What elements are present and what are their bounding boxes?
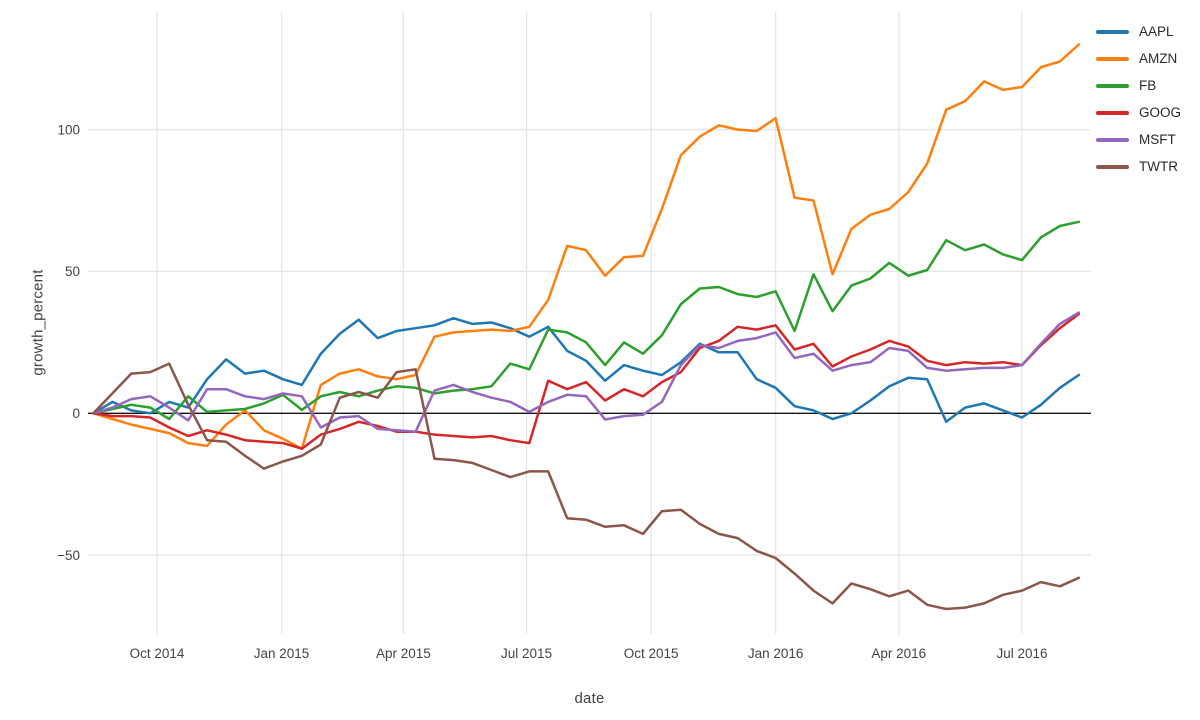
legend: AAPL AMZN FB GOOG MSFT TWTR xyxy=(1096,18,1181,180)
series-line-amzn[interactable] xyxy=(92,43,1081,450)
legend-swatch-twtr xyxy=(1096,164,1129,169)
y-tick-label: 50 xyxy=(65,264,80,279)
y-tick-label: 0 xyxy=(72,406,80,421)
x-tick-label: Oct 2015 xyxy=(624,646,679,661)
series-line-aapl[interactable] xyxy=(92,316,1081,424)
legend-item-aapl[interactable]: AAPL xyxy=(1096,18,1181,45)
series-line-fb[interactable] xyxy=(92,220,1081,421)
legend-label: FB xyxy=(1139,77,1157,93)
series-line-goog[interactable] xyxy=(92,312,1081,450)
plot-area[interactable] xyxy=(88,11,1091,634)
legend-label: MSFT xyxy=(1139,131,1176,147)
x-tick-label: Apr 2016 xyxy=(871,646,926,661)
legend-swatch-goog xyxy=(1096,110,1129,115)
series-line-msft[interactable] xyxy=(92,311,1081,433)
x-tick-label: Jan 2016 xyxy=(748,646,804,661)
legend-label: TWTR xyxy=(1139,158,1178,174)
legend-item-msft[interactable]: MSFT xyxy=(1096,126,1181,153)
y-axis-title: growth_percent xyxy=(29,269,47,376)
legend-swatch-aapl xyxy=(1096,29,1129,34)
x-tick-label: Jul 2016 xyxy=(996,646,1047,661)
legend-item-fb[interactable]: FB xyxy=(1096,72,1181,99)
legend-swatch-amzn xyxy=(1096,56,1129,61)
legend-label: AMZN xyxy=(1139,50,1178,66)
x-tick-label: Oct 2014 xyxy=(130,646,185,661)
legend-swatch-fb xyxy=(1096,83,1129,88)
legend-item-amzn[interactable]: AMZN xyxy=(1096,45,1181,72)
series-line-twtr[interactable] xyxy=(92,362,1081,611)
y-tick-label: −50 xyxy=(57,548,80,563)
x-tick-label: Jul 2015 xyxy=(501,646,552,661)
legend-label: AAPL xyxy=(1139,23,1174,39)
x-axis-title: date xyxy=(574,690,605,707)
x-tick-label: Apr 2015 xyxy=(376,646,431,661)
y-tick-label: 100 xyxy=(57,122,80,137)
legend-item-goog[interactable]: GOOG xyxy=(1096,99,1181,126)
legend-label: GOOG xyxy=(1139,104,1182,120)
legend-swatch-msft xyxy=(1096,137,1129,142)
x-tick-label: Jan 2015 xyxy=(254,646,310,661)
legend-item-twtr[interactable]: TWTR xyxy=(1096,153,1181,180)
